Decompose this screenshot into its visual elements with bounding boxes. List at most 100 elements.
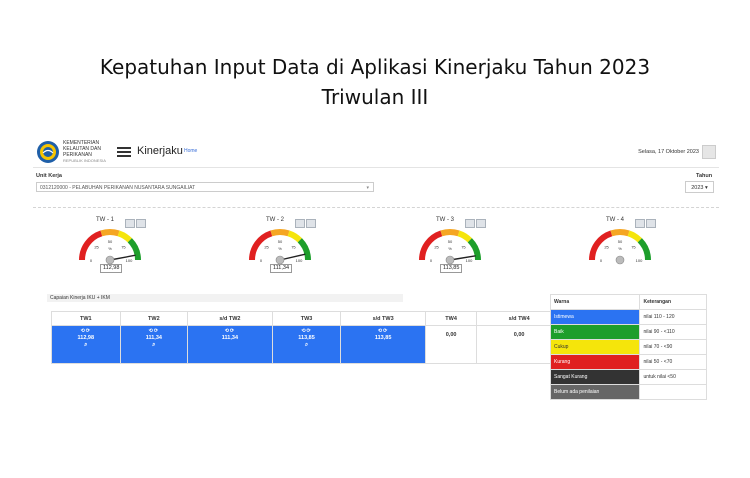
gauge-tick-label: 0 (260, 258, 263, 263)
performance-column-header: TW4 (424, 311, 478, 326)
gauge-chart: 0 25 50 75 100% (419, 229, 481, 265)
gauge-band (79, 230, 103, 261)
download-icon[interactable] (306, 219, 316, 228)
gauge-unit-label: % (278, 246, 282, 251)
gauge-band (457, 230, 472, 243)
print-icon[interactable] (635, 219, 645, 228)
gauge-band (627, 230, 642, 243)
legend-row: Kurang nilai 50 - <70 (549, 354, 707, 370)
gauge-unit-label: % (108, 246, 112, 251)
gauge-band (287, 230, 302, 243)
gauge-tw4: 0 25 50 75 100% TW - 4 (565, 215, 675, 275)
legend-row: Baik nilai 90 - <110 (549, 324, 707, 340)
gauge-unit-label: % (618, 246, 622, 251)
gauge-tw3: 0 25 50 75 100% TW - 3 113,85 (395, 215, 505, 275)
print-icon[interactable] (295, 219, 305, 228)
download-icon[interactable] (476, 219, 486, 228)
gauge-needle (109, 254, 136, 261)
chevron-down-icon: ▾ (366, 185, 369, 191)
kkp-logo-icon (37, 141, 59, 163)
performance-column-header: TW3 (271, 311, 342, 326)
search-icon[interactable]: ⌕ (152, 342, 156, 348)
performance-column-header: s/d TW2 (187, 311, 273, 326)
print-icon[interactable] (125, 219, 135, 228)
top-navbar: KEMENTERIAN KELAUTAN DAN PERIKANAN REPUB… (33, 137, 719, 168)
gauge-band (467, 238, 481, 261)
gauge-band (419, 230, 443, 261)
hamburger-icon[interactable] (117, 147, 131, 157)
legend-note: nilai 50 - <70 (639, 354, 707, 370)
gauge-tick-label: 50 (278, 239, 283, 244)
gauge-band (610, 229, 630, 237)
legend-row: Istimewa nilai 110 - 120 (549, 309, 707, 325)
gauge-band (440, 229, 460, 237)
legend-color-label: Sangat Kurang (549, 369, 641, 385)
gauge-value: 113,85 (440, 264, 463, 273)
gauge-tw2: 0 25 50 75 100% TW - 2 111,34 (225, 215, 335, 275)
legend-note: nilai 90 - <110 (639, 324, 707, 340)
gauge-tick-label: 0 (90, 258, 93, 263)
home-link[interactable]: Home (184, 148, 198, 154)
gauge-band (297, 238, 311, 261)
gauge-band (100, 229, 120, 237)
performance-cell: ⟲⟳ 111,34 ⌕ (119, 325, 189, 364)
legend-row: Cukup nilai 70 - <90 (549, 339, 707, 355)
performance-cell: 0,00 (424, 325, 478, 364)
performance-cell: ⟲⟳ 113,85 ⌕ (271, 325, 342, 364)
gauge-tick-label: 50 (448, 239, 453, 244)
unit-kerja-select[interactable]: 0312120000 - PELABUHAN PERIKANAN NUSANTA… (36, 182, 374, 192)
gauge-band (117, 230, 132, 243)
performance-column-header: TW1 (51, 311, 121, 326)
legend-note: nilai 70 - <90 (639, 339, 707, 355)
performance-cell: ⟲⟳ 113,85 (340, 325, 426, 364)
refresh-icon[interactable]: ⟲⟳ (301, 328, 312, 334)
performance-column-header: s/d TW4 (476, 311, 562, 326)
refresh-icon[interactable]: ⟲⟳ (377, 328, 389, 334)
performance-value: 111,34 (221, 335, 239, 341)
download-icon[interactable] (136, 219, 146, 228)
search-icon[interactable]: ⌕ (84, 342, 88, 348)
refresh-icon[interactable]: ⟲⟳ (148, 328, 160, 334)
refresh-icon[interactable]: ⟲⟳ (224, 328, 236, 334)
print-icon[interactable] (465, 219, 475, 228)
tahun-select[interactable]: 2023 ▾ (685, 181, 714, 193)
legend-color-label: Cukup (549, 339, 641, 355)
gauge-tick-label: 100 (296, 258, 303, 263)
refresh-icon[interactable]: ⟲⟳ (80, 328, 91, 334)
performance-value: 0,00 (513, 332, 525, 338)
performance-cell: 0,00 (476, 325, 562, 364)
legend-row: Sangat Kurang untuk nilai <50 (549, 369, 707, 385)
legend-color-label: Belum ada penilaian (549, 384, 641, 400)
gauge-chart: 0 25 50 75 100% (589, 229, 651, 265)
gauge-tick-label: 100 (126, 258, 133, 263)
section-title: Capaian Kinerja IKU + IKM (47, 294, 403, 302)
gauge-band (249, 230, 273, 261)
performance-cell: ⟲⟳ 112,98 ⌕ (51, 325, 121, 364)
gauge-tick-label: 75 (461, 245, 466, 250)
performance-value: 0,00 (445, 332, 457, 338)
gauge-toolbar (635, 215, 657, 233)
gauge-tick-label: 0 (430, 258, 433, 263)
download-icon[interactable] (646, 219, 656, 228)
gauge-needle (279, 253, 306, 261)
gauge-tick-label: 75 (121, 245, 126, 250)
legend-note: nilai 110 - 120 (639, 309, 707, 325)
performance-value: 113,85 (374, 335, 392, 341)
gauge-chart: 0 25 50 75 100% (79, 229, 141, 265)
search-icon[interactable]: ⌕ (304, 342, 309, 348)
performance-value: 113,85 (298, 335, 315, 341)
gauge-tw1: 0 25 50 75 100% TW - 1 112,98 (55, 215, 165, 275)
user-icon[interactable] (702, 145, 716, 159)
gauge-band (270, 229, 290, 237)
slide-title: Kepatuhan Input Data di Aplikasi Kinerja… (0, 52, 750, 112)
gauge-title: TW - 2 (266, 217, 284, 223)
slide-title-line1: Kepatuhan Input Data di Aplikasi Kinerja… (99, 55, 651, 79)
performance-value: 111,34 (145, 335, 162, 341)
gauge-tick-label: 25 (94, 245, 99, 250)
divider (33, 207, 719, 208)
gauge-hub (275, 255, 285, 265)
legend-note (639, 384, 707, 400)
gauge-tick-label: 100 (636, 258, 643, 263)
gauge-value: 111,34 (270, 264, 293, 273)
gauge-unit-label: % (448, 246, 452, 251)
